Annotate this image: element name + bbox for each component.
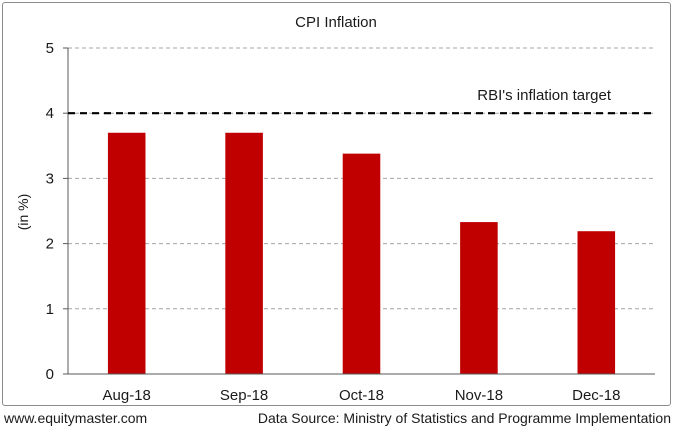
y-tick-label: 3 (46, 170, 54, 187)
x-tick-label: Dec-18 (572, 387, 620, 404)
y-tick-label: 0 (46, 366, 54, 383)
bar-sep-18 (225, 132, 263, 374)
bar-aug-18 (107, 132, 146, 374)
x-tick-label: Sep-18 (220, 387, 268, 404)
y-tick-label: 1 (46, 301, 54, 318)
bar-nov-18 (460, 222, 498, 374)
inflation-target-label: RBI's inflation target (477, 87, 612, 104)
bars (107, 132, 616, 374)
x-tick-label: Nov-18 (455, 387, 503, 404)
y-tick-label: 4 (46, 105, 54, 122)
source-website: www.equitymaster.com (4, 410, 148, 426)
y-tick-label: 2 (46, 236, 54, 253)
bar-dec-18 (577, 231, 616, 374)
data-source-note: Data Source: Ministry of Statistics and … (257, 410, 671, 426)
axes: 0 1 2 3 4 5 Aug-18 Sep-18 Oct-18 Nov-18 Dec-18 (46, 40, 655, 404)
y-axis-label: (in %) (15, 194, 31, 231)
x-tick-label: Aug-18 (103, 387, 151, 404)
chart-title: CPI Inflation (295, 14, 377, 31)
bar-oct-18 (342, 153, 381, 374)
x-tick-label: Oct-18 (339, 387, 384, 404)
y-tick-label: 5 (46, 40, 54, 57)
reference-line-group: RBI's inflation target (68, 87, 655, 115)
